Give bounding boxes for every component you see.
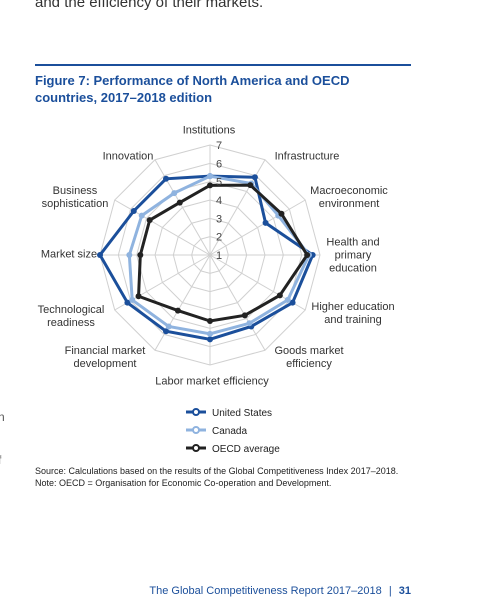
page-number: 31 bbox=[398, 585, 411, 597]
data-point bbox=[130, 208, 137, 214]
category-label: Infrastructure bbox=[274, 150, 340, 163]
category-label: Goods market efficiency bbox=[274, 345, 344, 370]
category-label: Labor market efficiency bbox=[155, 375, 269, 388]
data-point bbox=[174, 307, 181, 314]
spoke bbox=[114, 199, 211, 256]
source-note: Source: Calculations based on the result… bbox=[35, 465, 398, 489]
spoke bbox=[154, 254, 211, 351]
legend-label: United States bbox=[212, 408, 272, 419]
data-point bbox=[129, 296, 136, 303]
category-label: Institutions bbox=[182, 124, 236, 137]
data-point bbox=[165, 323, 172, 330]
rule bbox=[35, 64, 411, 66]
data-point bbox=[251, 174, 258, 181]
data-point bbox=[163, 175, 169, 182]
data-point bbox=[304, 252, 311, 258]
r-tick-label: 1 bbox=[216, 250, 222, 262]
data-point bbox=[207, 182, 213, 189]
category-label: Financial market development bbox=[64, 345, 146, 370]
data-point bbox=[135, 293, 142, 300]
spoke bbox=[154, 159, 211, 256]
data-point bbox=[207, 173, 213, 180]
data-point bbox=[247, 182, 254, 189]
category-label: Innovation bbox=[102, 150, 154, 163]
legend-marker bbox=[192, 426, 200, 434]
r-tick-label: 6 bbox=[216, 158, 222, 170]
chart-title: Figure 7: Performance of North America a… bbox=[35, 73, 350, 105]
category-label: Higher education and training bbox=[311, 301, 395, 326]
r-tick-label: 3 bbox=[216, 213, 222, 225]
data-point bbox=[207, 318, 213, 324]
data-point bbox=[176, 199, 183, 206]
footer: The Global Competitiveness Report 2017–2… bbox=[149, 585, 411, 597]
r-tick-label: 2 bbox=[216, 232, 222, 244]
data-point bbox=[284, 296, 291, 303]
data-point bbox=[207, 330, 213, 337]
category-label: Business sophistication bbox=[41, 185, 109, 210]
data-point bbox=[138, 212, 145, 219]
legend-label: OECD average bbox=[212, 444, 280, 455]
spoke bbox=[209, 199, 306, 256]
category-label: Market size bbox=[40, 248, 98, 261]
intro-text: and the efficiency of their markets. bbox=[35, 0, 264, 11]
data-point bbox=[171, 190, 178, 197]
data-point bbox=[241, 312, 248, 319]
separator: | bbox=[388, 585, 392, 597]
spoke bbox=[209, 254, 266, 351]
data-point bbox=[278, 210, 285, 217]
data-point bbox=[207, 336, 213, 343]
note: Note: OECD = Organisation for Economic C… bbox=[35, 478, 332, 488]
data-point bbox=[276, 292, 283, 299]
data-point bbox=[246, 320, 253, 327]
data-point bbox=[124, 299, 131, 306]
category-label: Macroeconomic environment bbox=[310, 185, 388, 210]
r-tick-label: 7 bbox=[216, 140, 222, 152]
data-point bbox=[97, 252, 103, 258]
legend-label: Canada bbox=[212, 426, 247, 437]
data-point bbox=[146, 217, 153, 224]
data-point bbox=[262, 219, 269, 226]
data-point bbox=[126, 252, 133, 258]
data-point bbox=[163, 328, 169, 335]
data-point bbox=[137, 252, 144, 258]
source: Source: Calculations based on the result… bbox=[35, 466, 399, 476]
data-point bbox=[289, 299, 296, 306]
category-label: Health and primary education bbox=[326, 236, 380, 275]
r-tick-label: 5 bbox=[216, 177, 222, 189]
r-tick-label: 4 bbox=[216, 195, 222, 207]
legend-marker bbox=[192, 408, 200, 416]
margin-text: f bbox=[0, 453, 1, 467]
footer-title: The Global Competitiveness Report 2017–2… bbox=[149, 585, 382, 597]
series-line bbox=[137, 183, 309, 323]
margin-text: n bbox=[0, 410, 5, 424]
category-label: Technological readiness bbox=[37, 304, 105, 329]
legend-marker bbox=[192, 444, 200, 452]
